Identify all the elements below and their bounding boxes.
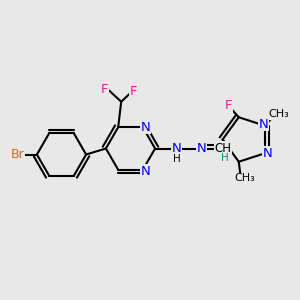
Text: N: N [172,142,182,155]
Text: N: N [140,121,150,134]
Text: H: H [220,153,228,163]
Text: N: N [140,165,150,178]
Text: N: N [196,142,206,155]
Text: F: F [101,82,109,96]
Text: CH₃: CH₃ [234,173,255,183]
Text: F: F [224,99,232,112]
Text: Br: Br [11,148,24,161]
Text: CH: CH [214,142,231,155]
Text: H: H [173,154,181,164]
Text: N: N [259,118,268,131]
Text: F: F [130,85,138,98]
Text: CH₃: CH₃ [268,109,289,119]
Text: N: N [263,147,273,160]
